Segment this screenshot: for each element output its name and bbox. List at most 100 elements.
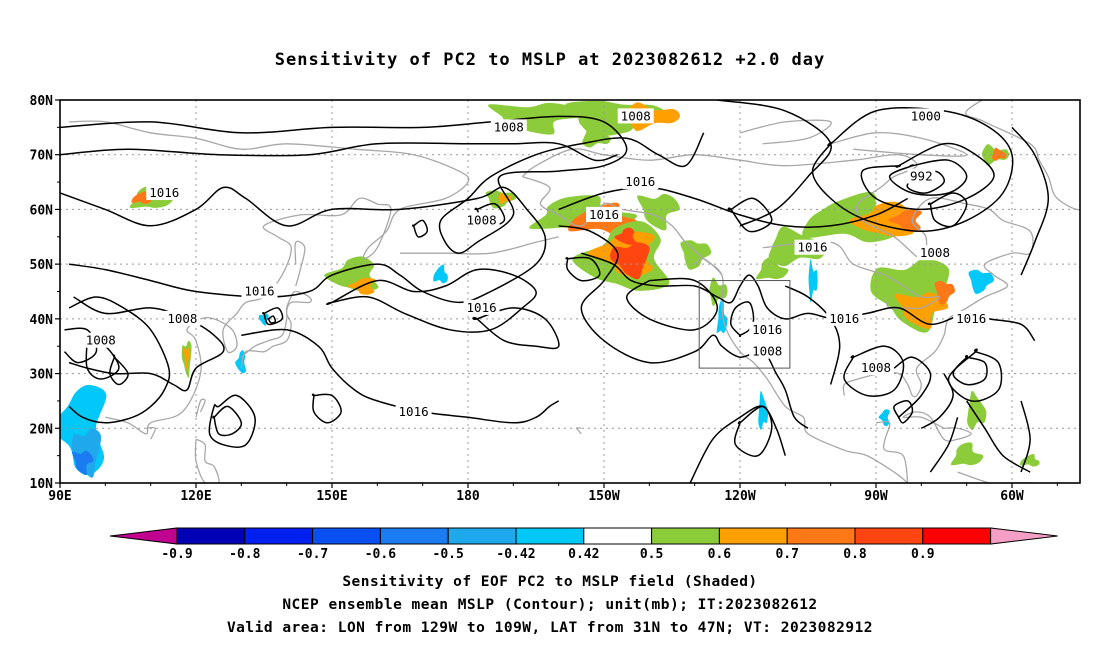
shaded-region: [848, 201, 914, 237]
mslp-contour: [1011, 126, 1050, 276]
mslp-contour: [625, 277, 719, 331]
contour-label: 1016: [399, 404, 429, 419]
mslp-contour: [411, 219, 429, 238]
mslp-contour: [952, 354, 988, 386]
lat-lon-grid: [60, 100, 1080, 483]
mslp-contour: [730, 301, 755, 338]
shaded-region: [950, 442, 984, 466]
mslp-contour: [208, 394, 256, 448]
lon-label: 120E: [180, 489, 211, 504]
mslp-contour: [60, 141, 618, 162]
contour-label-bg: [617, 108, 654, 124]
colorbar-label: 0.5: [640, 547, 663, 562]
colorbar-bin: [447, 527, 517, 545]
mslp-contour: [311, 393, 342, 424]
coastline: [521, 148, 1034, 398]
coastline: [400, 236, 559, 255]
longitude-labels: 90E 120E 150E 180 150W 120W 90W 60W: [48, 489, 1024, 504]
contour-label: 1016: [956, 311, 986, 326]
lon-label: 120W: [724, 489, 755, 504]
caption-line-2: NCEP ensemble mean MSLP (Contour); unit(…: [282, 597, 818, 613]
mslp-contour: [558, 225, 809, 429]
contour-label: 1008: [752, 344, 782, 359]
shaded-region: [878, 409, 890, 427]
contour-label: 1016: [752, 322, 782, 337]
contour-label-bg: [622, 174, 659, 190]
contour-label-bg: [794, 239, 831, 255]
colorbar-labels: -0.9 -0.8 -0.7 -0.6 -0.5 -0.42 0.42 0.5 0.6 0.7 0.…: [161, 547, 934, 562]
contour-label-bg: [749, 321, 786, 337]
mslp-contour: [326, 268, 537, 333]
mslp-contour: [472, 307, 560, 350]
coastline: [522, 175, 909, 483]
shaded-region: [756, 256, 789, 280]
mslp-contour: [60, 115, 705, 254]
shaded-region: [131, 191, 152, 204]
mslp-contour: [929, 417, 959, 473]
colorbar-label: -0.8: [229, 547, 260, 562]
shaded-region: [488, 102, 584, 135]
colorbar-bin: [515, 527, 585, 545]
mslp-contour: [947, 348, 1003, 402]
colorbar-high-extension: [990, 527, 1058, 545]
contour-label: 1016: [467, 300, 497, 315]
contour-label: 1008: [621, 108, 651, 123]
lon-label: 60W: [1000, 489, 1024, 504]
colorbar-bin: [786, 527, 856, 545]
shaded-region: [758, 390, 769, 430]
coastline: [875, 420, 909, 483]
contour-label-bg: [164, 310, 201, 326]
coastline: [195, 398, 206, 418]
lat-label: 60N: [30, 203, 54, 218]
colorbar-bin: [583, 527, 653, 545]
mslp-contour: [267, 315, 277, 324]
colorbar-low-extension: [109, 527, 178, 545]
mslp-contour: [109, 354, 129, 386]
latitude-labels: 80N 70N 60N 50N 40N 30N 20N 10N: [30, 94, 54, 492]
colorbar-label: 0.6: [708, 547, 732, 562]
lon-label: 90W: [864, 489, 888, 504]
caption-line-3: Valid area: LON from 129W to 109W, LAT f…: [226, 620, 874, 636]
mslp-contour: [920, 373, 954, 429]
contour-label: 1008: [467, 212, 497, 227]
shaded-region: [498, 192, 512, 205]
lat-label: 70N: [30, 149, 54, 164]
coastline: [957, 471, 1035, 483]
colorbar-bin: [651, 527, 720, 545]
colorbar-label: -0.9: [161, 547, 192, 562]
mslp-contour: [717, 100, 832, 227]
lat-label: 20N: [30, 422, 54, 437]
colorbar-bin: [379, 527, 449, 545]
contour-labels: 1008 1008 1000 1016 1008 1016 1016 992 1016 1008 1…: [82, 108, 990, 419]
contour-label-bg: [826, 310, 863, 326]
contour-label: 1008: [167, 311, 197, 326]
shaded-region: [183, 346, 191, 372]
contour-label-bg: [463, 299, 500, 315]
contour-label-bg: [586, 206, 622, 222]
lat-label: 40N: [30, 313, 54, 328]
mslp-contour: [68, 296, 171, 424]
mslp-contour: [966, 400, 1031, 473]
lon-label: 150E: [316, 489, 347, 504]
shaded-region: [991, 147, 1007, 161]
colorbar-label: -0.42: [496, 547, 535, 562]
map-title: Sensitivity of PC2 to MSLP at 2023082612…: [274, 50, 826, 70]
contour-label: 1008: [920, 245, 950, 260]
shaded-region: [968, 269, 995, 294]
lon-label: 180: [456, 489, 480, 504]
mslp-contour: [784, 285, 841, 385]
contour-label: 1016: [625, 174, 655, 189]
lon-label: 90E: [48, 489, 71, 504]
colorbar-bin: [718, 527, 788, 545]
mslp-contour: [565, 256, 601, 282]
contour-label: 1016: [797, 240, 827, 255]
sensitivity-shading: [60, 100, 1040, 478]
coastline: [762, 241, 941, 310]
mslp-contour: [893, 400, 914, 424]
mslp-contour: [727, 197, 773, 233]
coastline: [902, 411, 972, 442]
mslp-contour: [893, 356, 932, 418]
coastline: [739, 119, 832, 145]
contour-label-bg: [463, 212, 500, 228]
